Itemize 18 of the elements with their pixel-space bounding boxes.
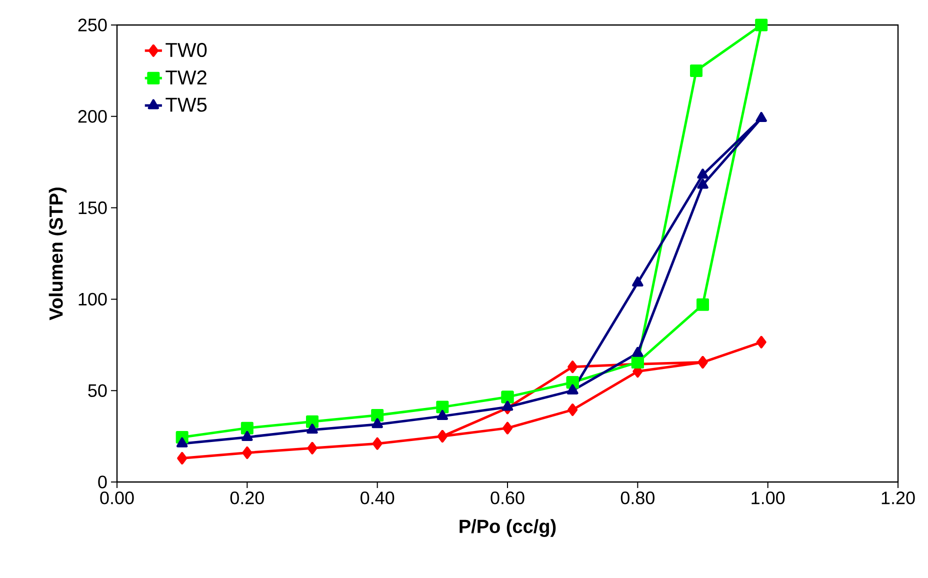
x-tick-label: 0.80: [620, 492, 654, 504]
y-tick-label: 250: [78, 18, 107, 32]
legend-label: TW2: [166, 70, 206, 84]
legend-label: TW5: [166, 98, 207, 112]
x-tick-label: 0.20: [230, 492, 264, 504]
x-tick-label: 0.00: [100, 492, 134, 504]
y-tick-label: 50: [88, 384, 107, 397]
legend-label: TW0: [166, 42, 207, 58]
x-tick-label: 1.20: [882, 492, 915, 504]
x-tick-label: 0.40: [360, 492, 394, 504]
y-tick-label: 200: [78, 110, 107, 123]
y-tick-label: 100: [78, 292, 107, 306]
x-tick-label: 0.60: [490, 492, 524, 504]
x-tick-label: 1.00: [752, 492, 785, 504]
y-tick-label: 0: [98, 476, 107, 488]
y-tick-label: 150: [78, 201, 107, 214]
y-axis-title: Volumen (STP): [48, 188, 67, 320]
x-axis-title: P/Po (cc/g): [460, 519, 556, 537]
